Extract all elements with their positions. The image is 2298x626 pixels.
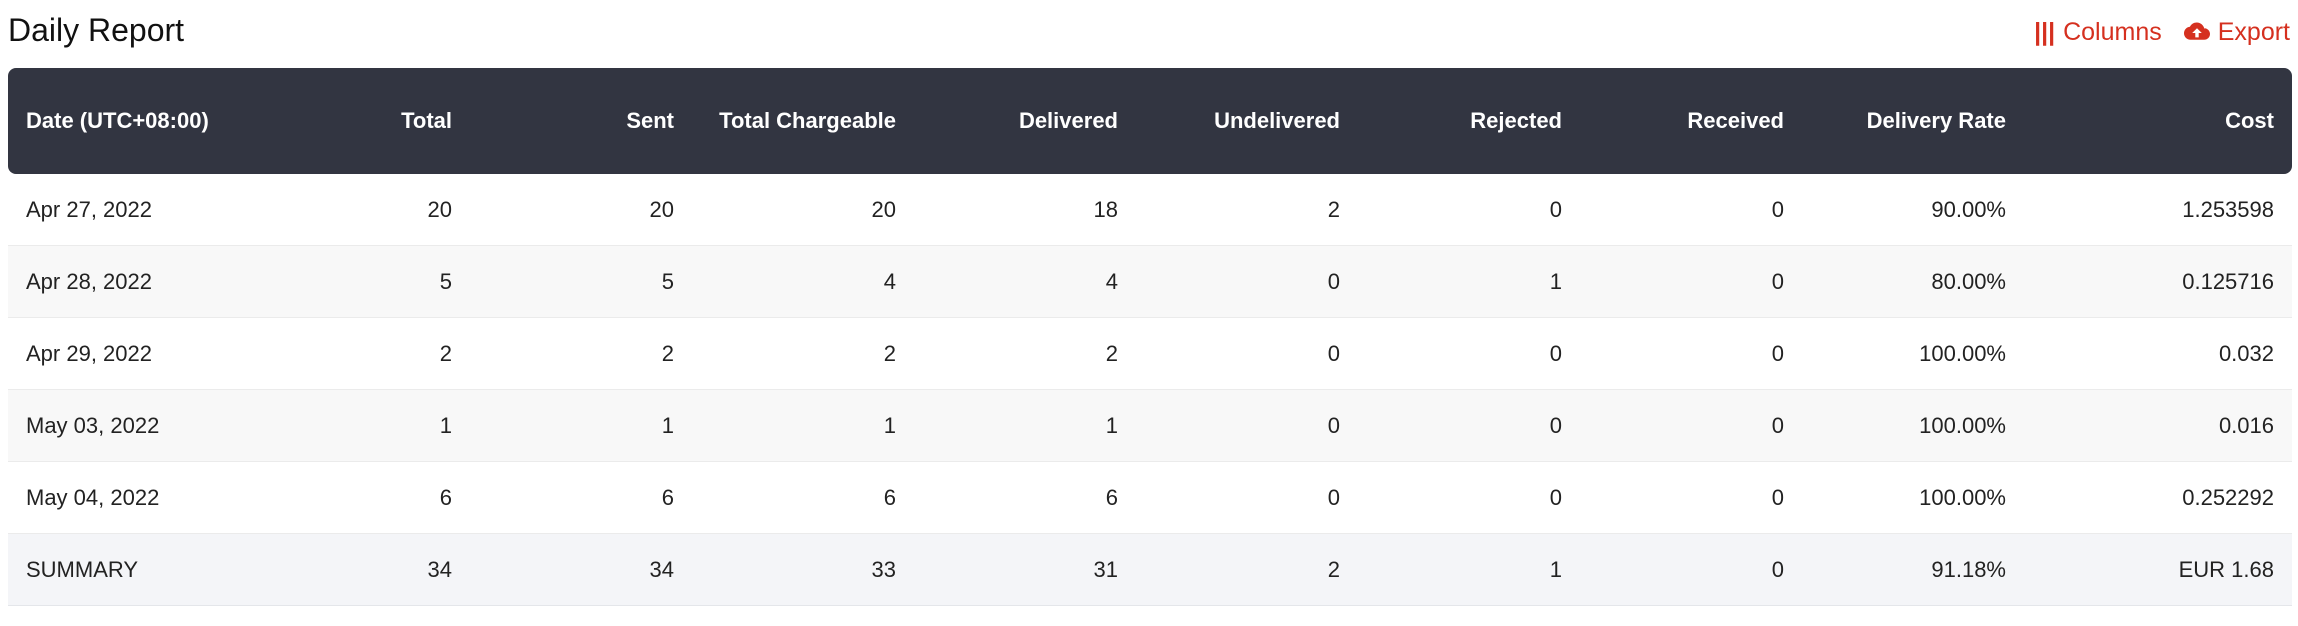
cell-received: 0 [1580,174,1802,246]
column-header-delivered[interactable]: Delivered [914,68,1136,174]
daily-report-table: Date (UTC+08:00) Total Sent Total Charge… [8,68,2292,606]
page-title: Daily Report [8,12,185,48]
summary-sent: 34 [470,534,692,606]
cell-total-chargeable: 6 [692,462,914,534]
cell-total: 20 [248,174,470,246]
cell-undelivered: 0 [1136,390,1358,462]
export-button[interactable]: Export [2183,16,2290,48]
column-header-total-chargeable[interactable]: Total Chargeable [692,68,914,174]
cell-sent: 6 [470,462,692,534]
column-header-undelivered[interactable]: Undelivered [1136,68,1358,174]
column-header-sent[interactable]: Sent [470,68,692,174]
cell-cost: 0.032 [2024,318,2292,390]
cell-undelivered: 2 [1136,174,1358,246]
cell-date: Apr 28, 2022 [8,246,248,318]
cell-delivered: 6 [914,462,1136,534]
column-header-delivery-rate[interactable]: Delivery Rate [1802,68,2024,174]
cell-undelivered: 0 [1136,462,1358,534]
cell-sent: 5 [470,246,692,318]
summary-total-chargeable: 33 [692,534,914,606]
export-label: Export [2217,18,2290,46]
cell-received: 0 [1580,318,1802,390]
cell-rejected: 0 [1358,318,1580,390]
cell-rejected: 0 [1358,390,1580,462]
cell-total-chargeable: 20 [692,174,914,246]
table-row: Apr 27, 2022 20 20 20 18 2 0 0 90.00% 1.… [8,174,2292,246]
summary-total: 34 [248,534,470,606]
summary-rejected: 1 [1358,534,1580,606]
summary-delivery-rate: 91.18% [1802,534,2024,606]
cell-sent: 2 [470,318,692,390]
cell-received: 0 [1580,390,1802,462]
cell-date: May 03, 2022 [8,390,248,462]
cell-delivery-rate: 100.00% [1802,390,2024,462]
columns-button[interactable]: ||| Columns [2034,16,2162,48]
cell-total: 6 [248,462,470,534]
columns-icon: ||| [2034,18,2056,46]
cell-date: Apr 27, 2022 [8,174,248,246]
cell-undelivered: 0 [1136,246,1358,318]
table-row: May 03, 2022 1 1 1 1 0 0 0 100.00% 0.016 [8,390,2292,462]
cell-received: 0 [1580,462,1802,534]
cloud-upload-icon [2183,21,2210,43]
cell-rejected: 0 [1358,174,1580,246]
cell-total: 5 [248,246,470,318]
summary-row: SUMMARY 34 34 33 31 2 1 0 91.18% EUR 1.6… [8,534,2292,606]
summary-received: 0 [1580,534,1802,606]
cell-date: May 04, 2022 [8,462,248,534]
cell-delivered: 4 [914,246,1136,318]
cell-total: 1 [248,390,470,462]
cell-sent: 1 [470,390,692,462]
columns-label: Columns [2063,18,2162,46]
cell-cost: 0.016 [2024,390,2292,462]
cell-received: 0 [1580,246,1802,318]
summary-cost: EUR 1.68 [2024,534,2292,606]
cell-delivery-rate: 90.00% [1802,174,2024,246]
cell-cost: 0.252292 [2024,462,2292,534]
cell-total: 2 [248,318,470,390]
table-row: Apr 29, 2022 2 2 2 2 0 0 0 100.00% 0.032 [8,318,2292,390]
cell-rejected: 0 [1358,462,1580,534]
column-header-date[interactable]: Date (UTC+08:00) [8,68,248,174]
cell-delivered: 1 [914,390,1136,462]
cell-delivered: 2 [914,318,1136,390]
cell-total-chargeable: 2 [692,318,914,390]
cell-cost: 0.125716 [2024,246,2292,318]
cell-delivery-rate: 100.00% [1802,462,2024,534]
column-header-total[interactable]: Total [248,68,470,174]
toolbar-actions: ||| Columns Export [2034,16,2290,48]
cell-sent: 20 [470,174,692,246]
column-header-rejected[interactable]: Rejected [1358,68,1580,174]
cell-cost: 1.253598 [2024,174,2292,246]
cell-rejected: 1 [1358,246,1580,318]
column-header-cost[interactable]: Cost [2024,68,2292,174]
column-header-received[interactable]: Received [1580,68,1802,174]
cell-total-chargeable: 4 [692,246,914,318]
cell-undelivered: 0 [1136,318,1358,390]
table-row: Apr 28, 2022 5 5 4 4 0 1 0 80.00% 0.1257… [8,246,2292,318]
summary-label: SUMMARY [8,534,248,606]
summary-undelivered: 2 [1136,534,1358,606]
summary-delivered: 31 [914,534,1136,606]
table-header-row: Date (UTC+08:00) Total Sent Total Charge… [8,68,2292,174]
cell-date: Apr 29, 2022 [8,318,248,390]
cell-delivery-rate: 100.00% [1802,318,2024,390]
cell-total-chargeable: 1 [692,390,914,462]
cell-delivery-rate: 80.00% [1802,246,2024,318]
table-row: May 04, 2022 6 6 6 6 0 0 0 100.00% 0.252… [8,462,2292,534]
cell-delivered: 18 [914,174,1136,246]
